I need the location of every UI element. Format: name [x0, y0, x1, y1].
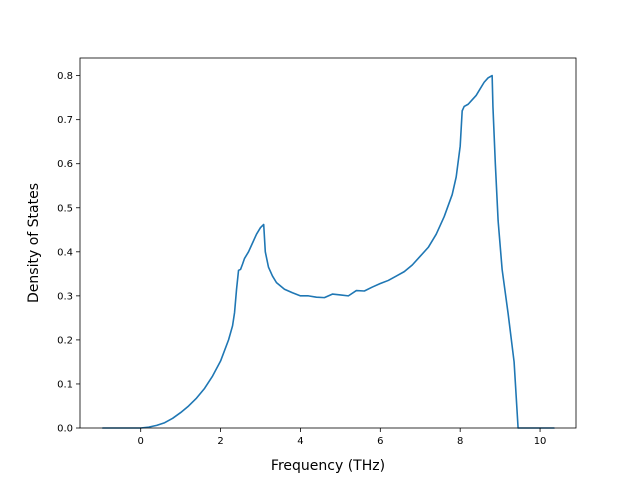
y-tick-label: 0.1 — [57, 379, 73, 390]
y-tick-label: 0.7 — [57, 115, 73, 126]
plot-frame — [79, 57, 577, 429]
x-axis-label: Frequency (THz) — [271, 458, 385, 474]
x-tick-label: 8 — [457, 436, 463, 447]
y-axis-label: Density of States — [26, 183, 42, 303]
x-tick-label: 10 — [534, 436, 547, 447]
y-tick-label: 0.6 — [57, 159, 73, 170]
y-axis-ticks: 0.0 0.1 0.2 0.3 0.4 0.5 0.6 0.7 0.8 — [57, 71, 80, 435]
x-axis-ticks: 0 2 4 6 8 10 — [138, 428, 547, 447]
x-tick-label: 2 — [217, 436, 223, 447]
x-tick-label: 0 — [138, 436, 144, 447]
dos-series-line — [101, 74, 555, 429]
y-tick-label: 0.4 — [57, 247, 73, 258]
y-tick-label: 0.3 — [57, 291, 73, 302]
x-tick-label: 6 — [377, 436, 383, 447]
plot-area — [80, 58, 576, 428]
y-tick-label: 0.0 — [57, 424, 73, 435]
x-tick-label: 4 — [297, 436, 303, 447]
y-tick-label: 0.5 — [57, 203, 73, 214]
series-layer — [101, 74, 555, 429]
y-tick-label: 0.2 — [57, 335, 73, 346]
y-tick-label: 0.8 — [57, 71, 73, 82]
